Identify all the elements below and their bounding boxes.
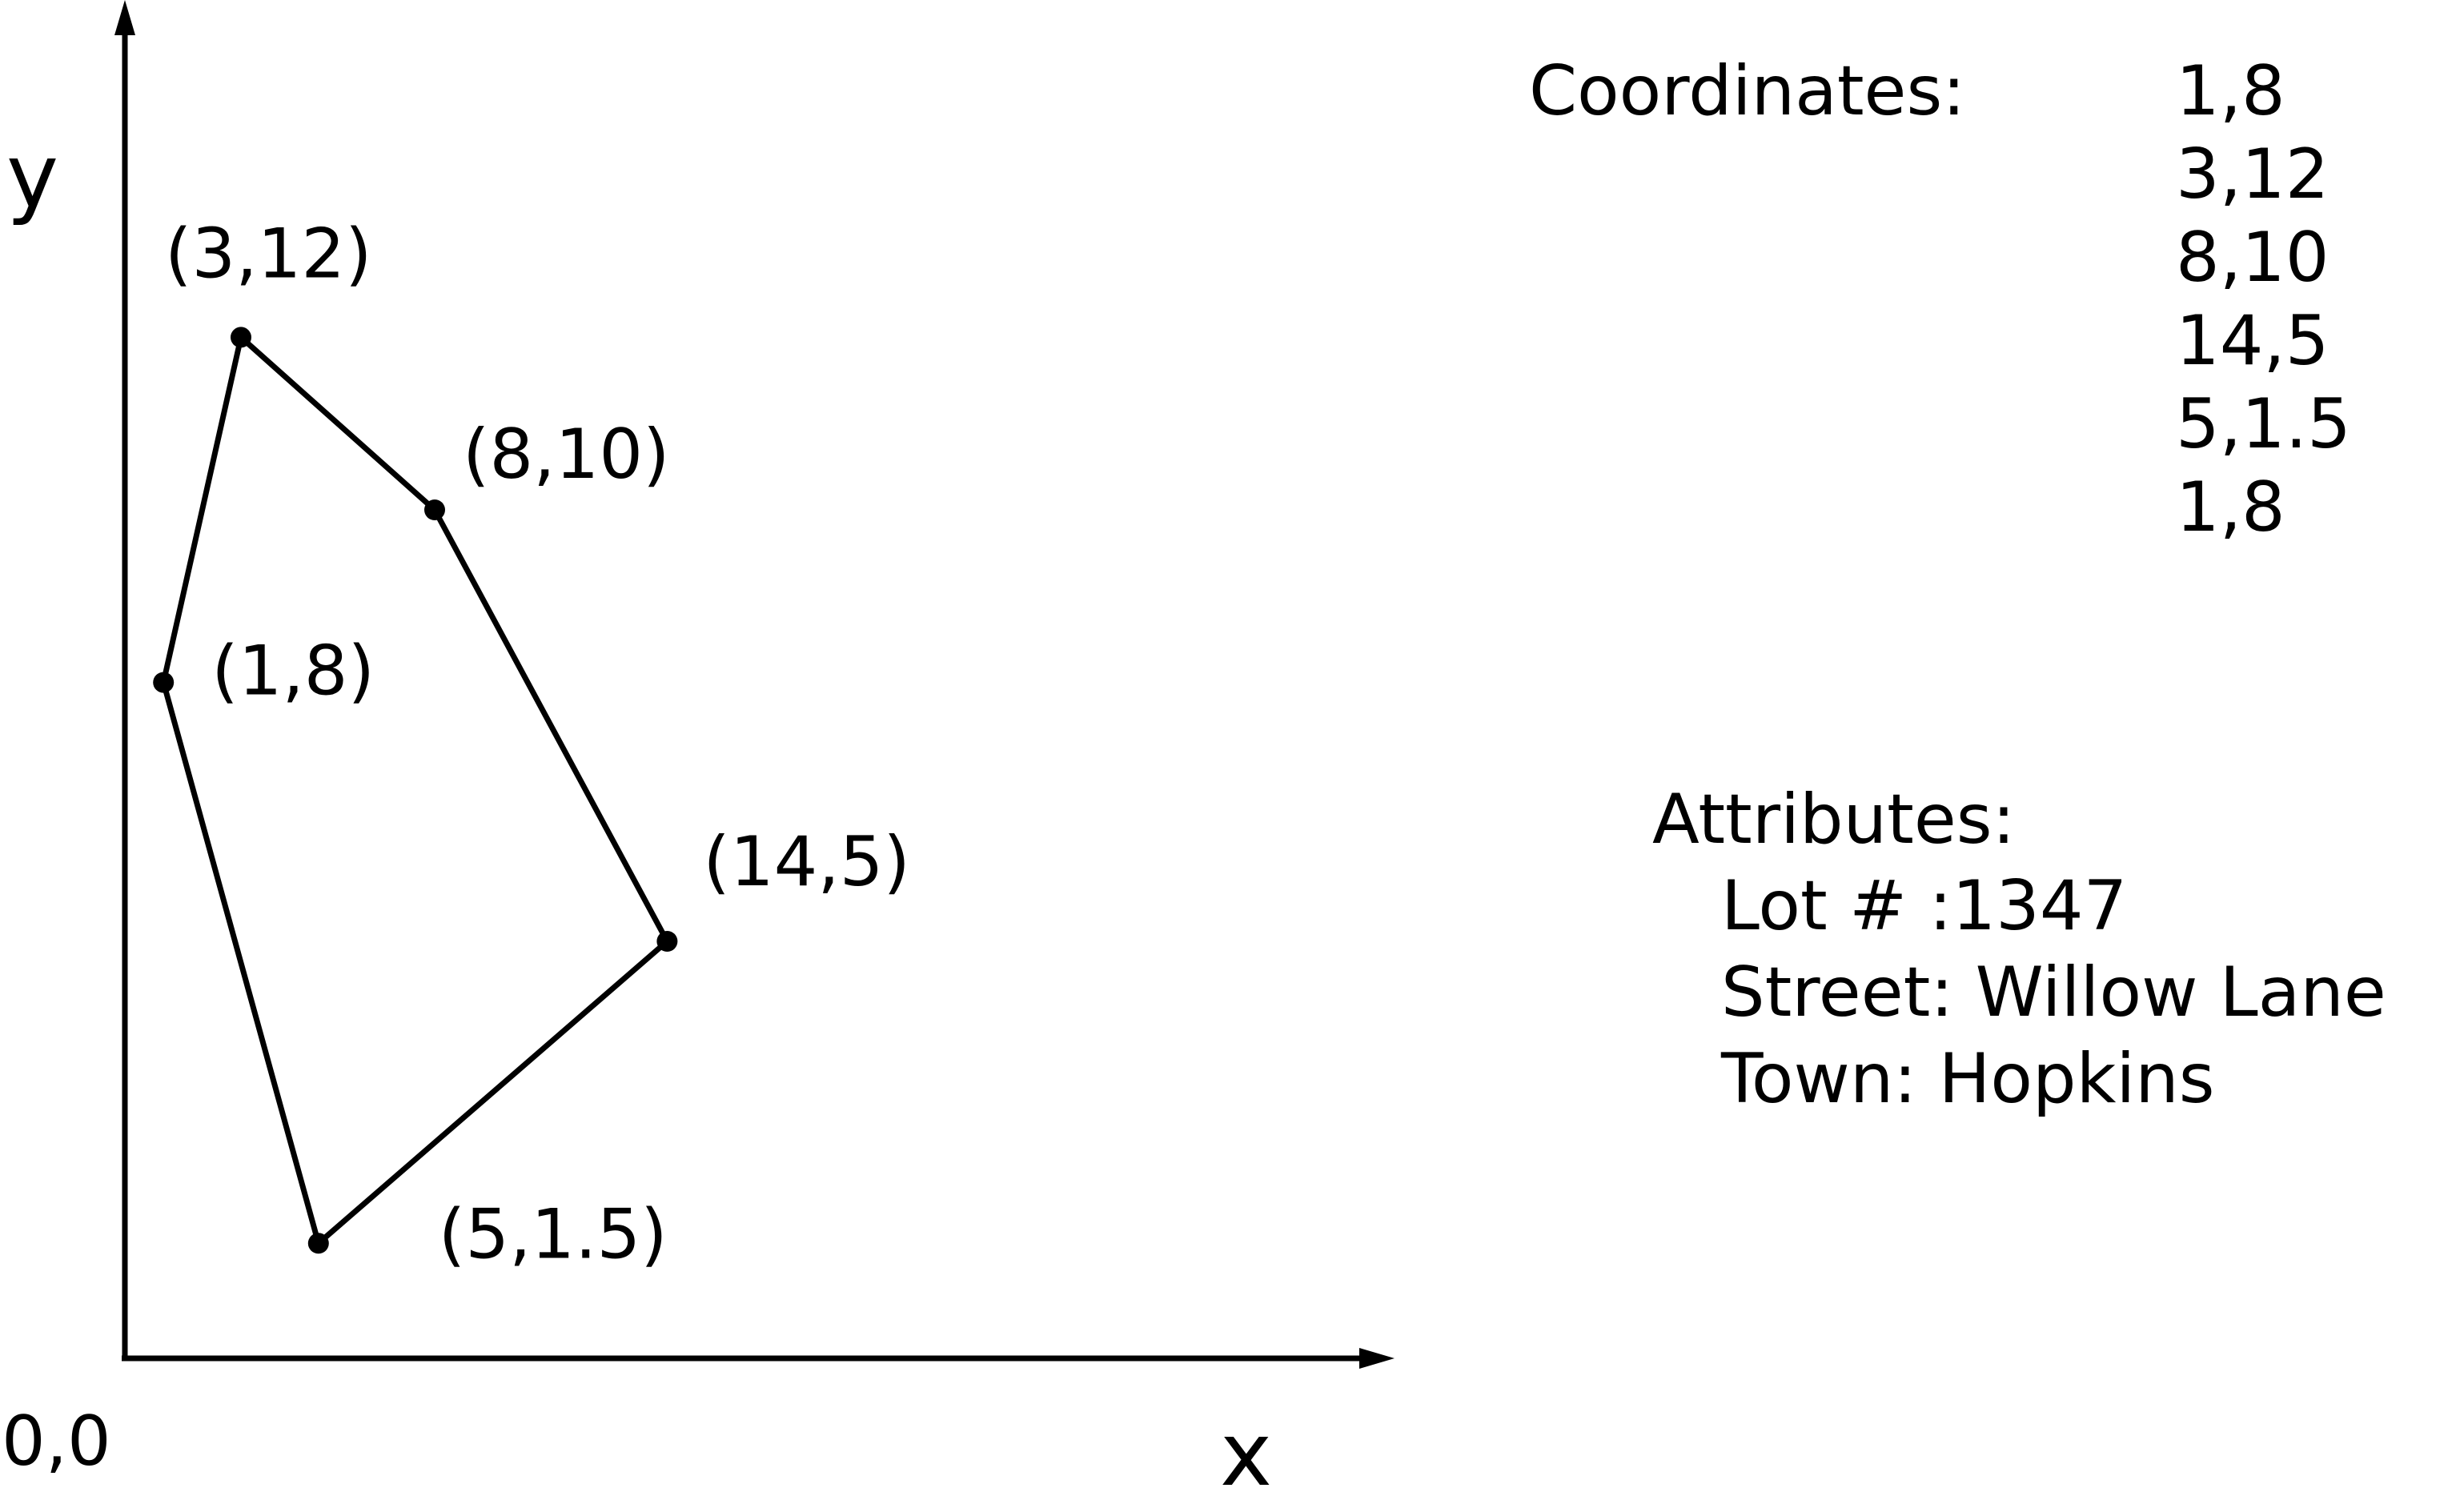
y-axis-arrowhead xyxy=(114,0,135,35)
vertex-label: (8,10) xyxy=(463,415,670,495)
coordinates-title: Coordinates: xyxy=(1529,51,1966,131)
vertex-point xyxy=(231,327,251,348)
vertex-label: (5,1.5) xyxy=(439,1194,668,1274)
coordinate-entry: 3,12 xyxy=(2176,134,2330,215)
vertex-label: (3,12) xyxy=(165,214,372,294)
coordinate-entry: 8,10 xyxy=(2176,218,2330,298)
vertex-point xyxy=(424,499,445,520)
attribute-town: Town: Hopkins xyxy=(1721,1039,2215,1119)
coordinate-entry: 1,8 xyxy=(2176,467,2285,547)
attributes-title: Attributes: xyxy=(1652,780,2016,860)
origin-label: 0,0 xyxy=(2,1402,111,1482)
attribute-street: Street: Willow Lane xyxy=(1721,953,2386,1033)
coordinate-entry: 1,8 xyxy=(2176,51,2285,131)
polygon-layer: (1,8) (3,12) (8,10) (14,5) (5,1.5) xyxy=(153,214,910,1274)
vertex-label: (1,8) xyxy=(211,632,375,712)
vertex-point xyxy=(307,1233,329,1254)
coordinates-list: 1,8 3,12 8,10 14,5 5,1.5 1,8 xyxy=(2176,50,2351,549)
attribute-lot: Lot # :1347 xyxy=(1721,866,2128,946)
coordinate-entry: 5,1.5 xyxy=(2176,384,2351,464)
x-axis-label: x xyxy=(1220,1403,1272,1492)
polygon-outline xyxy=(160,334,670,1246)
attributes-block: Attributes: Lot # :1347 Street: Willow L… xyxy=(1652,776,2386,1122)
coordinate-entry: 14,5 xyxy=(2176,301,2330,381)
vertex-point xyxy=(153,672,175,693)
vertex-point xyxy=(656,931,678,952)
y-axis-label: y xyxy=(6,125,58,227)
vertex-label: (14,5) xyxy=(703,822,910,902)
x-axis-arrowhead xyxy=(1359,1348,1395,1369)
